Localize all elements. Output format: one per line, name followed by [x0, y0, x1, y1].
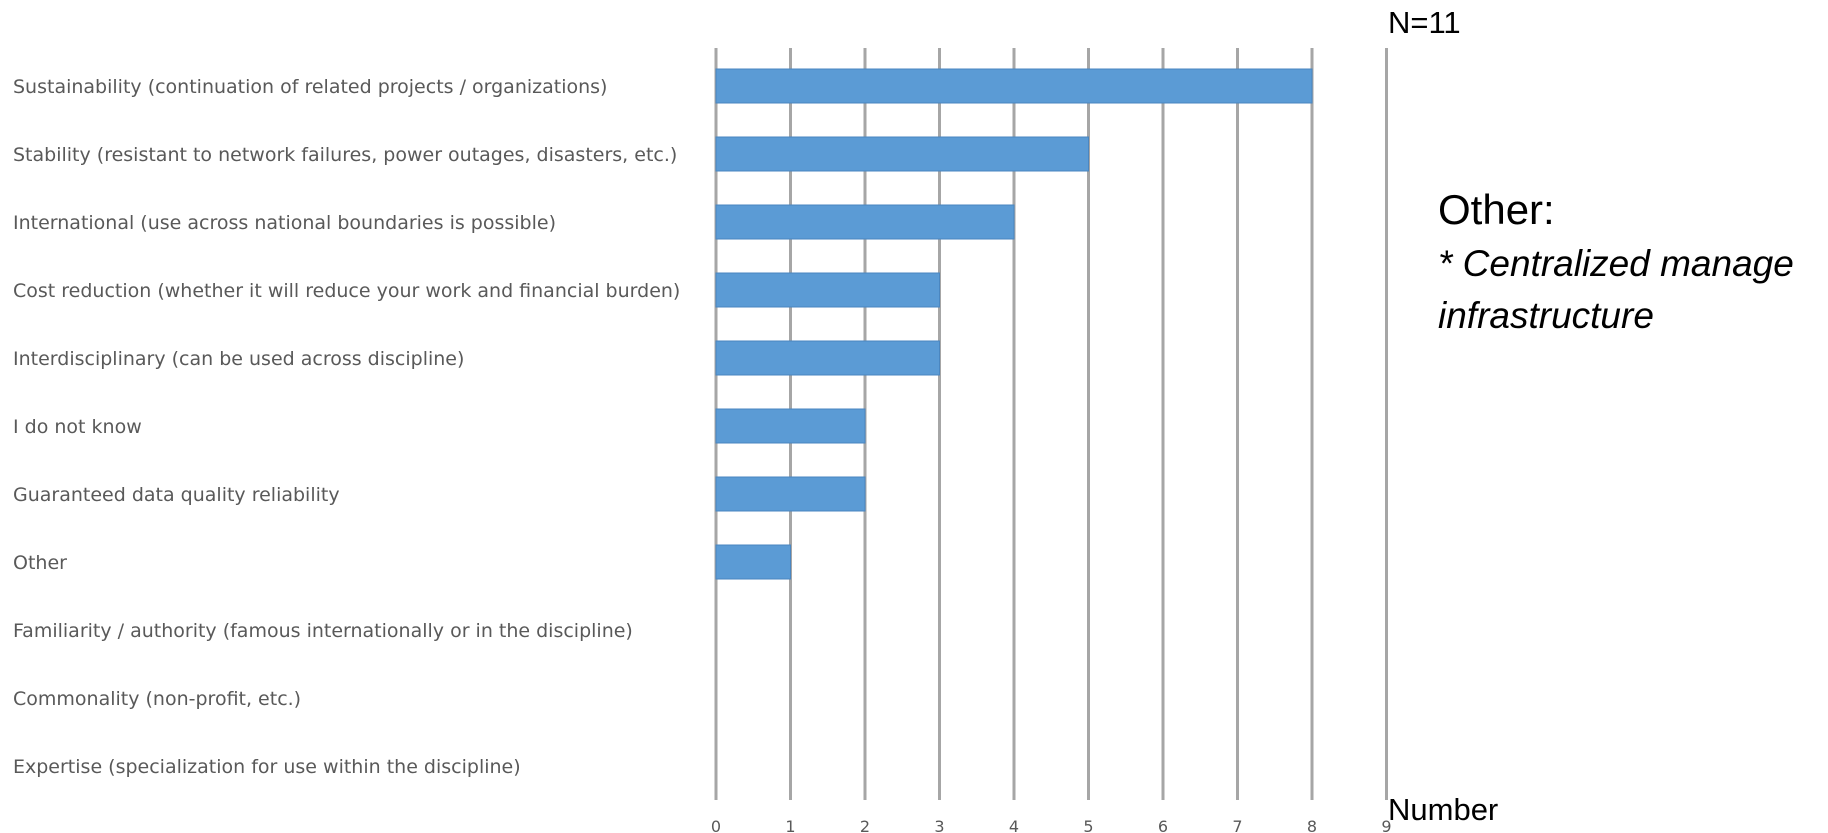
- bar: [715, 408, 866, 444]
- sample-size-label: N=11: [1388, 5, 1461, 40]
- category-label: Other: [13, 552, 67, 574]
- category-label: Familiarity / authority (famous internat…: [13, 620, 633, 642]
- category-labels: Sustainability (continuation of related …: [13, 76, 680, 778]
- bar: [715, 340, 940, 376]
- note-line-2: infrastructure: [1438, 295, 1654, 336]
- x-tick-label: 7: [1232, 817, 1242, 833]
- category-label: Sustainability (continuation of related …: [13, 76, 607, 98]
- category-label: Commonality (non-profit, etc.): [13, 688, 301, 710]
- x-tick-label: 8: [1307, 817, 1317, 833]
- category-label: Guaranteed data quality reliability: [13, 484, 340, 506]
- category-label: Expertise (specialization for use within…: [13, 756, 521, 778]
- x-tick-labels: 0 1 2 3 4 5 6 7 8 9: [711, 817, 1392, 833]
- x-tick-label: 1: [785, 817, 795, 833]
- x-tick-label: 6: [1158, 817, 1168, 833]
- bars: [715, 68, 1313, 580]
- x-tick-label: 3: [934, 817, 944, 833]
- grid-lines: [714, 48, 1388, 800]
- bar: [715, 68, 1313, 104]
- category-label: I do not know: [13, 416, 142, 438]
- bar: [715, 136, 1089, 172]
- x-tick-label: 2: [860, 817, 870, 833]
- bar: [715, 272, 940, 308]
- note-line-1: * Centralized manage: [1438, 243, 1794, 284]
- note-heading: Other:: [1438, 186, 1555, 233]
- x-tick-label: 9: [1381, 817, 1391, 833]
- x-tick-label: 5: [1083, 817, 1093, 833]
- category-label: Stability (resistant to network failures…: [13, 144, 677, 166]
- category-label: Interdisciplinary (can be used across di…: [13, 348, 464, 370]
- category-label: International (use across national bound…: [13, 212, 556, 234]
- x-tick-label: 4: [1009, 817, 1019, 833]
- x-axis-title: Number: [1388, 792, 1498, 827]
- category-label: Cost reduction (whether it will reduce y…: [13, 280, 680, 302]
- bar: [715, 544, 791, 580]
- x-tick-label: 0: [711, 817, 721, 833]
- bar: [715, 204, 1015, 240]
- bar: [715, 476, 866, 512]
